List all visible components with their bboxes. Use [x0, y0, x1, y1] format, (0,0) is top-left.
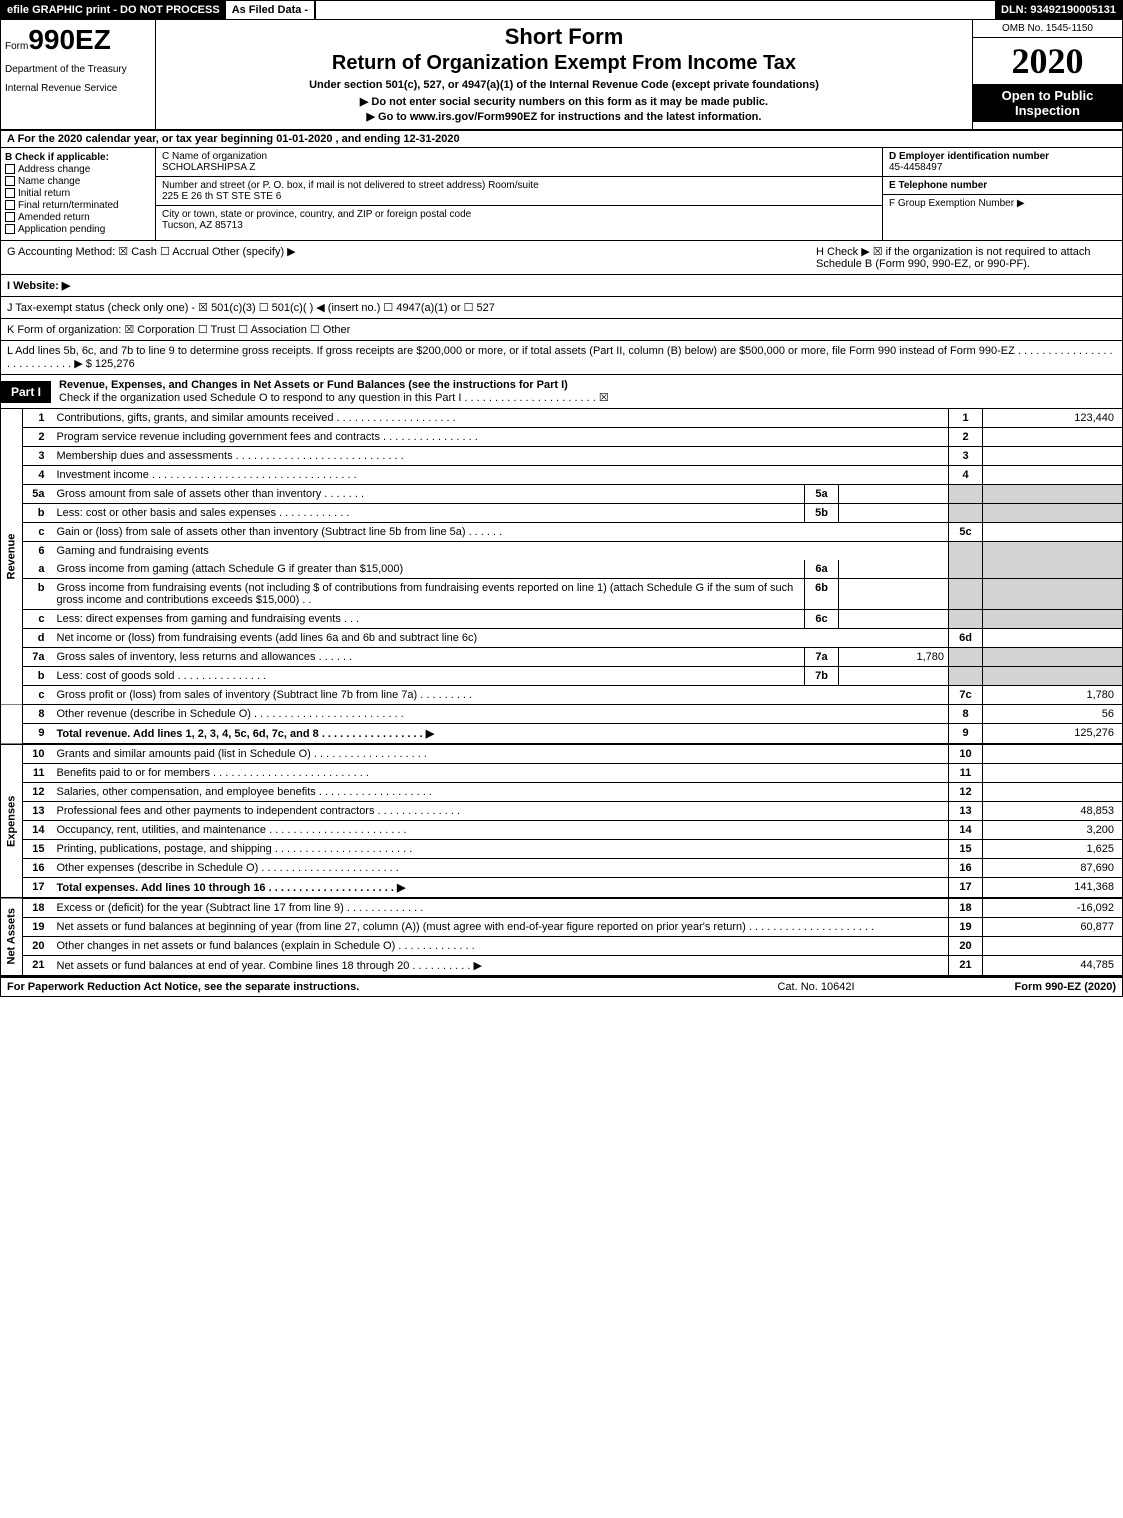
c-addr: Number and street (or P. O. box, if mail…: [156, 177, 882, 206]
row-l: L Add lines 5b, 6c, and 7b to line 9 to …: [0, 341, 1123, 375]
f-group: F Group Exemption Number ▶: [883, 195, 1122, 212]
row-i: I Website: ▶: [0, 275, 1123, 297]
g-accounting: G Accounting Method: ☒ Cash ☐ Accrual Ot…: [7, 245, 816, 270]
part1-title: Revenue, Expenses, and Changes in Net As…: [51, 375, 617, 408]
row-j: J Tax-exempt status (check only one) - ☒…: [0, 297, 1123, 319]
footer-formref: Form 990-EZ (2020): [916, 981, 1116, 993]
col-b-title: B Check if applicable:: [5, 152, 151, 163]
omb-number: OMB No. 1545-1150: [973, 20, 1122, 38]
inspection-label: Open to Public Inspection: [973, 84, 1122, 122]
chk-address[interactable]: Address change: [5, 164, 151, 175]
dept-irs: Internal Revenue Service: [5, 83, 151, 94]
footer-paperwork: For Paperwork Reduction Act Notice, see …: [7, 981, 716, 993]
row-gh: G Accounting Method: ☒ Cash ☐ Accrual Ot…: [0, 241, 1123, 275]
info-grid: B Check if applicable: Address change Na…: [0, 148, 1123, 241]
chk-final[interactable]: Final return/terminated: [5, 200, 151, 211]
subtitle: Under section 501(c), 527, or 4947(a)(1)…: [166, 79, 962, 91]
d-ein: D Employer identification number 45-4458…: [883, 148, 1122, 177]
header-center: Short Form Return of Organization Exempt…: [156, 20, 972, 129]
side-expenses: Expenses: [1, 744, 23, 898]
topbar-spacer: [316, 1, 995, 19]
col-b: B Check if applicable: Address change Na…: [1, 148, 156, 240]
row-k: K Form of organization: ☒ Corporation ☐ …: [0, 319, 1123, 341]
c-city: City or town, state or province, country…: [156, 206, 882, 234]
e-phone: E Telephone number: [883, 177, 1122, 195]
chk-pending[interactable]: Application pending: [5, 224, 151, 235]
col-c: C Name of organization SCHOLARSHIPSA Z N…: [156, 148, 882, 240]
asfiled-label: As Filed Data -: [226, 1, 316, 19]
side-netassets: Net Assets: [1, 898, 23, 976]
form-prefix: Form: [5, 41, 28, 52]
section-a: A For the 2020 calendar year, or tax yea…: [0, 131, 1123, 148]
short-form-title: Short Form: [166, 24, 962, 50]
dln-label: DLN: 93492190005131: [995, 1, 1122, 19]
form-header: Form990EZ Department of the Treasury Int…: [0, 20, 1123, 131]
tax-year: 2020: [973, 38, 1122, 84]
note-url: ▶ Go to www.irs.gov/Form990EZ for instru…: [166, 110, 962, 123]
part1-table: Revenue 1 Contributions, gifts, grants, …: [0, 409, 1123, 976]
dept-treasury: Department of the Treasury: [5, 64, 151, 75]
footer: For Paperwork Reduction Act Notice, see …: [0, 976, 1123, 997]
form-number: 990EZ: [28, 24, 111, 55]
efile-label: efile GRAPHIC print - DO NOT PROCESS: [1, 1, 226, 19]
col-de: D Employer identification number 45-4458…: [882, 148, 1122, 240]
part1-label: Part I: [1, 381, 51, 403]
footer-catno: Cat. No. 10642I: [716, 981, 916, 993]
chk-name[interactable]: Name change: [5, 176, 151, 187]
header-right: OMB No. 1545-1150 2020 Open to Public In…: [972, 20, 1122, 129]
header-left: Form990EZ Department of the Treasury Int…: [1, 20, 156, 129]
note-ssn: ▶ Do not enter social security numbers o…: [166, 95, 962, 108]
side-revenue: Revenue: [1, 409, 23, 705]
return-title: Return of Organization Exempt From Incom…: [166, 52, 962, 75]
part1-header: Part I Revenue, Expenses, and Changes in…: [0, 375, 1123, 409]
chk-amended[interactable]: Amended return: [5, 212, 151, 223]
chk-initial[interactable]: Initial return: [5, 188, 151, 199]
c-name: C Name of organization SCHOLARSHIPSA Z: [156, 148, 882, 177]
top-bar: efile GRAPHIC print - DO NOT PROCESS As …: [0, 0, 1123, 20]
h-check: H Check ▶ ☒ if the organization is not r…: [816, 245, 1116, 270]
